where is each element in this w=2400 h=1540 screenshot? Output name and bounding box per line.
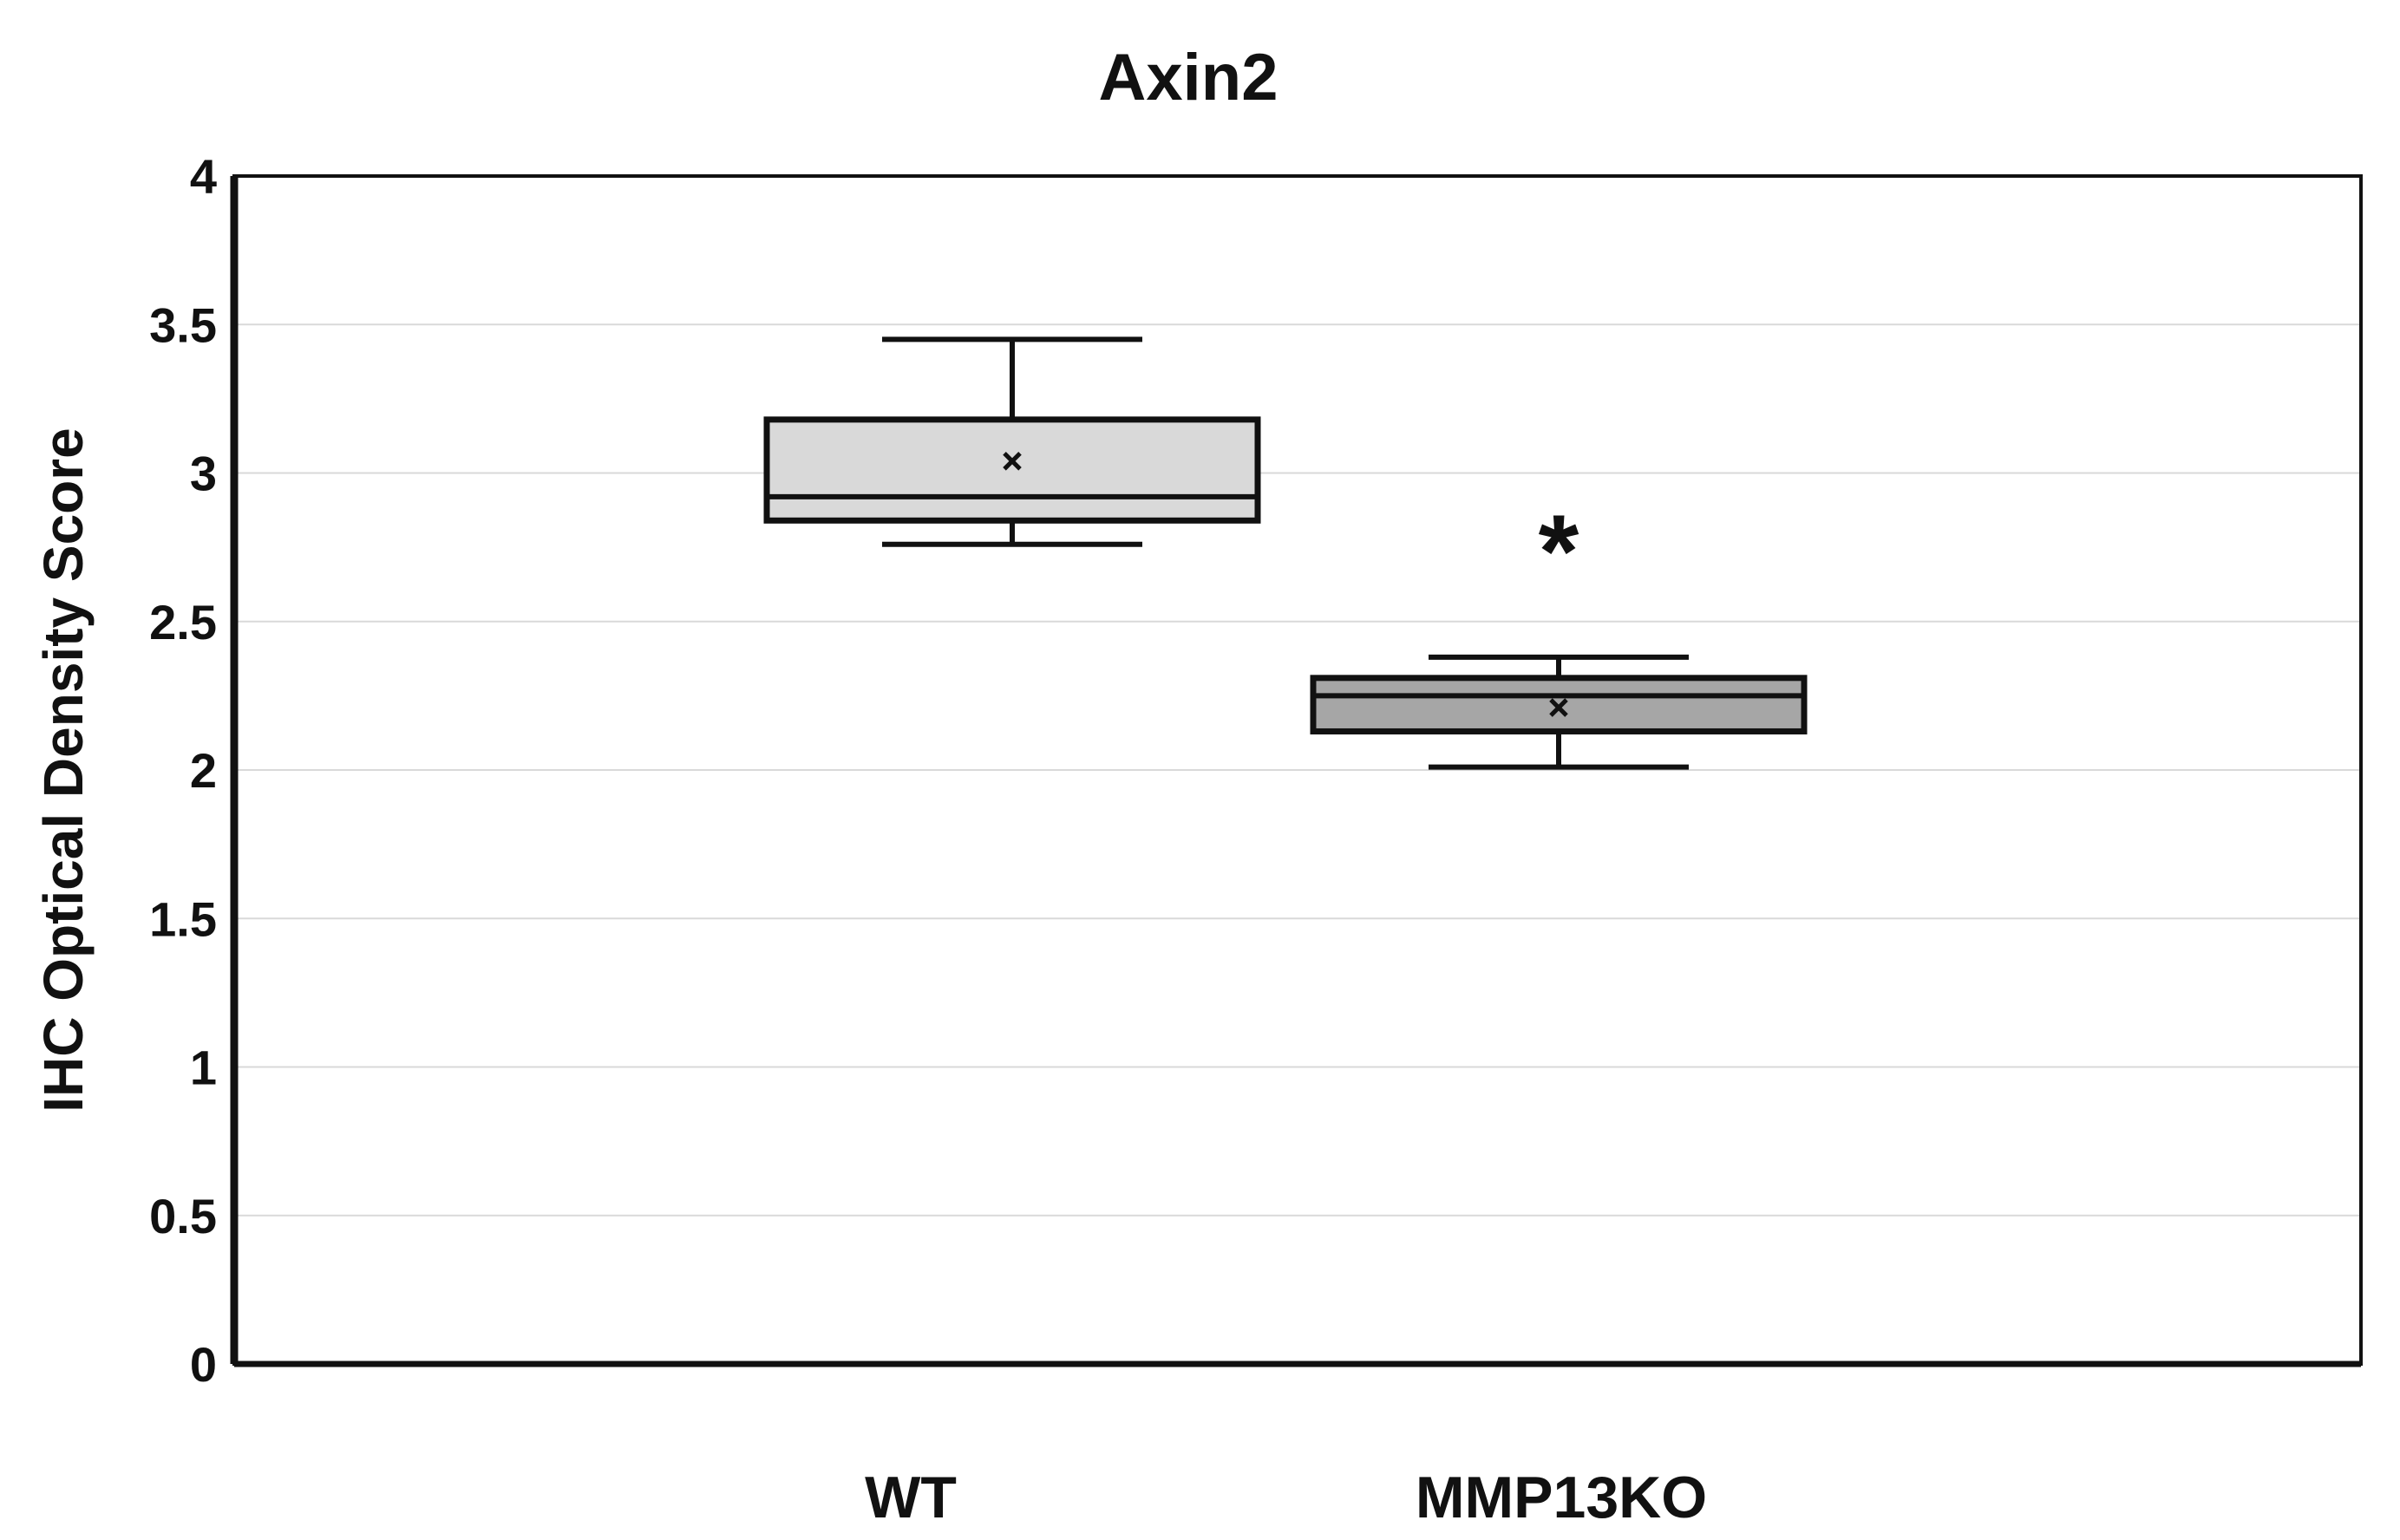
- y-tick-labels: 0 0.5 1 1.5 2 2.5 3 3.5 4: [149, 149, 217, 1392]
- category-label: WT: [865, 1465, 957, 1530]
- y-tick-label: 4: [190, 149, 217, 204]
- mean-marker: [1003, 452, 1022, 471]
- mean-marker: [1549, 698, 1568, 717]
- y-tick-label: 0.5: [149, 1189, 217, 1243]
- y-tick-label: 2.5: [149, 595, 217, 649]
- box-wt: [763, 336, 1261, 547]
- box-series: [763, 336, 1808, 770]
- y-tick-label: 1: [190, 1041, 217, 1095]
- category-label: MMP13KO: [1416, 1465, 1707, 1530]
- chart-title: Axin2: [1099, 41, 1278, 114]
- interquartile-box: [763, 416, 1261, 524]
- significance-asterisk: *: [1539, 493, 1579, 610]
- y-tick-label: 1.5: [149, 891, 217, 946]
- y-tick-label: 3.5: [149, 297, 217, 352]
- category-labels: WT MMP13KO: [865, 1465, 1707, 1530]
- y-tick-label: 3: [190, 447, 217, 501]
- annotations: *: [1539, 493, 1579, 610]
- y-axis-label: IHC Optical Density Score: [32, 427, 95, 1113]
- y-tick-label: 0: [190, 1337, 217, 1392]
- y-tick-label: 2: [190, 743, 217, 798]
- gridlines: [234, 323, 2361, 1217]
- box-mmp13ko: [1310, 654, 1808, 770]
